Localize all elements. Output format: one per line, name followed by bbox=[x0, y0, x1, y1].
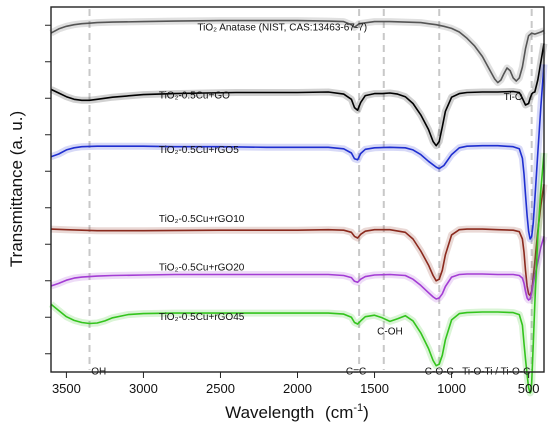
x-tick-label-3000: 3000 bbox=[129, 381, 158, 396]
series-label-4: TiO₂-0.5Cu+rGO10 bbox=[159, 214, 245, 225]
series-label-1: TiO₂ Anatase (NIST, CAS:13463-67-7) bbox=[197, 22, 367, 33]
x-axis-ticks: 3500 3000 2500 2000 1500 1000 500 bbox=[52, 372, 540, 396]
series-line-4 bbox=[50, 184, 545, 297]
series-line-3 bbox=[50, 64, 545, 240]
series-line-6 bbox=[50, 152, 545, 394]
y-axis-ticks bbox=[45, 24, 51, 355]
series-labels: TiO₂ Anatase (NIST, CAS:13463-67-7) TiO₂-… bbox=[159, 22, 367, 322]
y-axis-title: Transmittance (a. u.) bbox=[7, 111, 26, 267]
annotation-ti-o: Ti-O bbox=[504, 92, 523, 103]
x-tick-label-1000: 1000 bbox=[437, 381, 466, 396]
series-line-1 bbox=[50, 19, 545, 84]
guide-lines bbox=[88, 9, 533, 370]
guide-label-c-oh: C-OH bbox=[377, 326, 403, 337]
series-line-5 bbox=[50, 236, 545, 301]
spectra-traces bbox=[48, 17, 548, 397]
series-label-6: TiO₂-0.5Cu+rGO45 bbox=[159, 312, 245, 323]
peak-annotations: OH C=CC-OHC-O-C Ti-O-Ti / Ti-O-CTi-O bbox=[91, 92, 530, 378]
series-label-2: TiO₂-0.5Cu+GO bbox=[159, 90, 230, 101]
x-tick-label-3500: 3500 bbox=[52, 381, 81, 396]
x-axis-title: Wavelength (cm-1) bbox=[225, 402, 369, 422]
series-line-2 bbox=[50, 43, 545, 147]
series-label-5: TiO₂-0.5Cu+rGO20 bbox=[159, 262, 245, 273]
series-label-3: TiO₂-0.5Cu+rGO5 bbox=[159, 145, 239, 156]
series-halo-5 bbox=[49, 235, 548, 304]
series-halo-2 bbox=[49, 42, 548, 150]
x-tick-label-500: 500 bbox=[518, 381, 540, 396]
x-tick-label-2000: 2000 bbox=[283, 381, 312, 396]
x-tick-label-2500: 2500 bbox=[206, 381, 235, 396]
x-tick-label-1500: 1500 bbox=[360, 381, 389, 396]
